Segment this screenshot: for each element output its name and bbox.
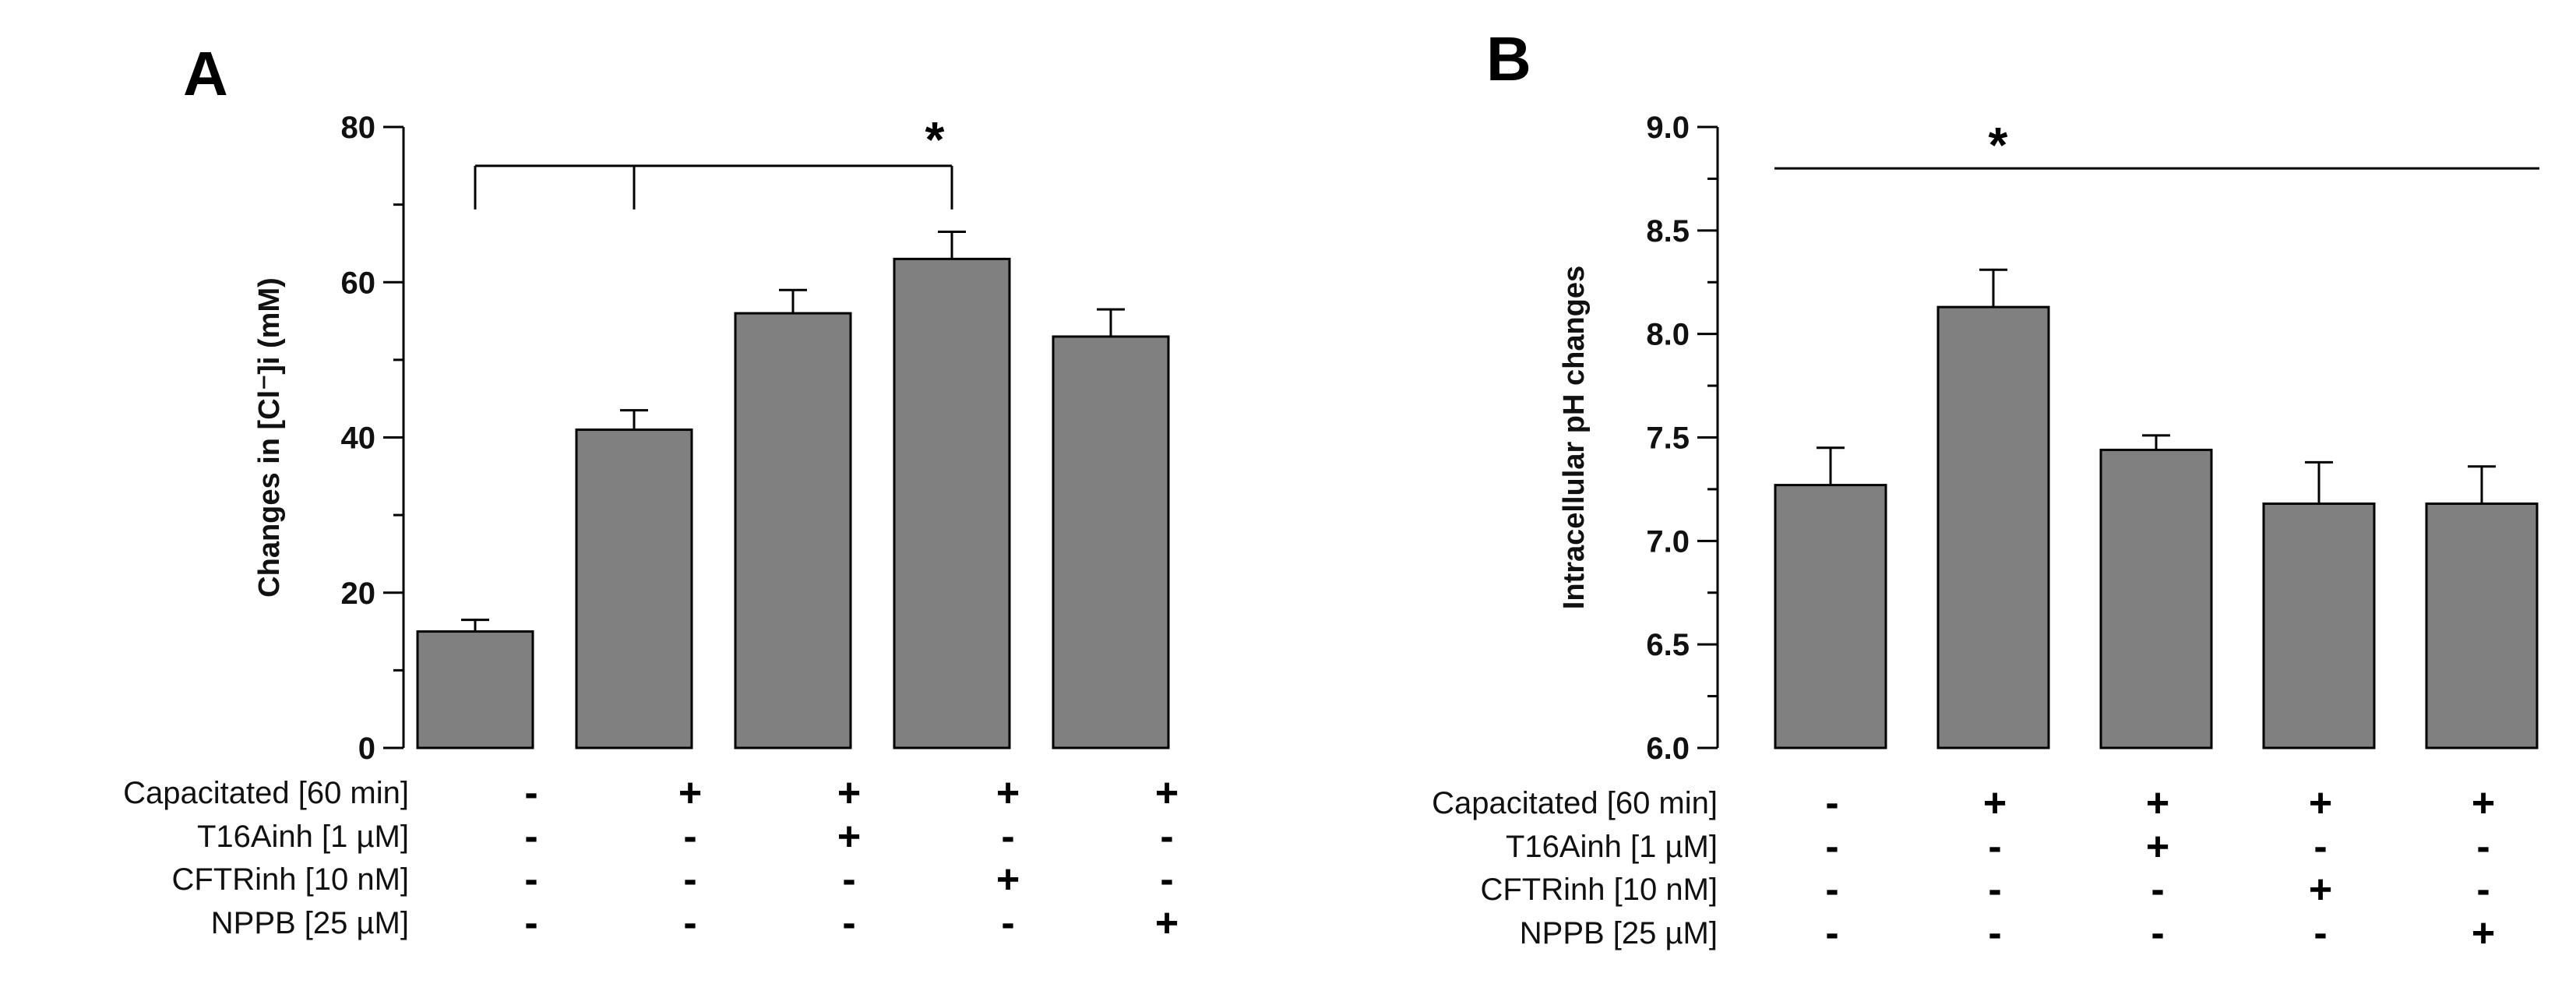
panel-a-condition-sign: +	[837, 814, 861, 859]
panel-a-condition-sign: -	[1001, 814, 1014, 859]
panel-a-condition-sign: +	[1155, 771, 1179, 816]
panel-b-condition-sign: -	[2151, 911, 2164, 956]
panel-b-condition-sign: -	[1988, 911, 2001, 956]
panel-b-ytick-label: 9.0	[1646, 111, 1690, 145]
panel-b-condition-label: T16Ainh [1 µM]	[1506, 830, 1718, 864]
panel-b-condition-sign: +	[2472, 911, 2495, 956]
panel-a-condition-sign: -	[683, 901, 696, 946]
panel-b-condition-sign: -	[1825, 824, 1838, 869]
panel-a-condition-sign: +	[837, 771, 861, 816]
panel-b-ytick-label: 7.5	[1646, 421, 1690, 456]
panel-b-bar	[2099, 448, 2213, 749]
panel-b-ytick-label: 6.5	[1646, 628, 1690, 662]
panel-b-significance-star: *	[1989, 117, 2008, 173]
panel-b-ytick-label: 7.0	[1646, 524, 1690, 559]
panel-b-condition-label: NPPB [25 µM]	[1520, 916, 1718, 950]
panel-a-condition-sign: +	[996, 771, 1020, 816]
panel-b-condition-sign: -	[1988, 824, 2001, 869]
panel-b-condition-sign: -	[2476, 867, 2490, 912]
panel-b-label: B	[1486, 24, 1531, 93]
panel-a-ytick-label: 20	[341, 577, 376, 611]
panel-b-bar	[2262, 503, 2376, 749]
panel-a-bar	[416, 630, 534, 749]
panel-b-condition-sign: -	[2151, 867, 2164, 912]
panel-b-condition-sign: +	[2309, 867, 2332, 912]
panel-b-condition-sign: -	[1825, 781, 1838, 826]
panel-a-condition-sign: -	[842, 901, 855, 946]
panel-b-bar	[1936, 305, 2050, 749]
panel-b-condition-sign: -	[1825, 867, 1838, 912]
panel-a-bar	[575, 428, 693, 749]
panel-a-significance-star: *	[925, 111, 945, 168]
panel-a-ytick-label: 60	[341, 266, 376, 300]
panel-b-bar	[2425, 503, 2539, 749]
panel-b-condition-sign: -	[2313, 911, 2327, 956]
panel-b-condition-sign: +	[2146, 781, 2169, 826]
panel-a-condition-sign: -	[842, 857, 855, 902]
panel-b-condition-sign: -	[2313, 824, 2327, 869]
panel-b-ytick-label: 6.0	[1646, 732, 1690, 766]
panel-b-ytick-label: 8.5	[1646, 214, 1690, 249]
panel-a-condition-label: NPPB [25 µM]	[211, 906, 409, 940]
panel-a-label: A	[183, 39, 228, 108]
panel-a-ytick-label: 0	[358, 732, 375, 766]
panel-a-condition-sign: -	[1001, 901, 1014, 946]
panel-a-ytick-label: 80	[341, 111, 376, 145]
panel-a-condition-label: T16Ainh [1 µM]	[197, 820, 409, 854]
panel-a-condition-sign: -	[1160, 814, 1173, 859]
panel-b: B 6.0 6.5 7.0 7.5 8.0 8.5 9.0 Intracellular pH c…	[1432, 24, 2539, 956]
panel-a-condition-sign: -	[524, 901, 537, 946]
panel-a-condition-label: CFTRinh [10 nM]	[171, 862, 409, 897]
panel-b-condition-sign: +	[2309, 781, 2332, 826]
panel-a-condition-sign: +	[678, 771, 702, 816]
panel-b-condition-label: CFTRinh [10 nM]	[1480, 873, 1718, 907]
panel-b-ytick-label: 8.0	[1646, 318, 1690, 352]
panel-b-condition-label: Capacitated [60 min]	[1432, 786, 1718, 820]
panel-b-condition-sign: +	[2472, 781, 2495, 826]
panel-b-condition-sign: -	[1988, 867, 2001, 912]
panel-a-condition-sign: -	[524, 771, 537, 816]
panel-a-condition-sign: +	[996, 857, 1020, 902]
panel-a-ylabel: Changes in [Cl⁻]i (mM)	[253, 277, 286, 598]
panel-a-bar	[1052, 335, 1170, 749]
panel-b-condition-sign: +	[2146, 824, 2169, 869]
panel-a-condition-sign: -	[524, 857, 537, 902]
panel-b-ylabel: Intracellular pH changes	[1558, 266, 1591, 609]
panel-a-condition-sign: -	[683, 857, 696, 902]
panel-a-bar	[734, 312, 852, 749]
panel-b-condition-sign: -	[2476, 824, 2490, 869]
panel-a-condition-label: Capacitated [60 min]	[123, 776, 409, 810]
panel-a-bar	[893, 257, 1011, 749]
panel-a-condition-sign: -	[683, 814, 696, 859]
panel-a: A 0 20 40 60 80 Changes in [Cl⁻]i (mM) * Capacit…	[123, 39, 1179, 946]
panel-a-condition-sign: -	[1160, 857, 1173, 902]
panel-a-ytick-label: 40	[341, 421, 376, 456]
panel-a-condition-sign: -	[524, 814, 537, 859]
panel-b-bar	[1774, 484, 1887, 749]
panel-a-condition-sign: +	[1155, 901, 1179, 946]
panel-b-condition-sign: -	[1825, 911, 1838, 956]
panel-b-condition-sign: +	[1983, 781, 2007, 826]
